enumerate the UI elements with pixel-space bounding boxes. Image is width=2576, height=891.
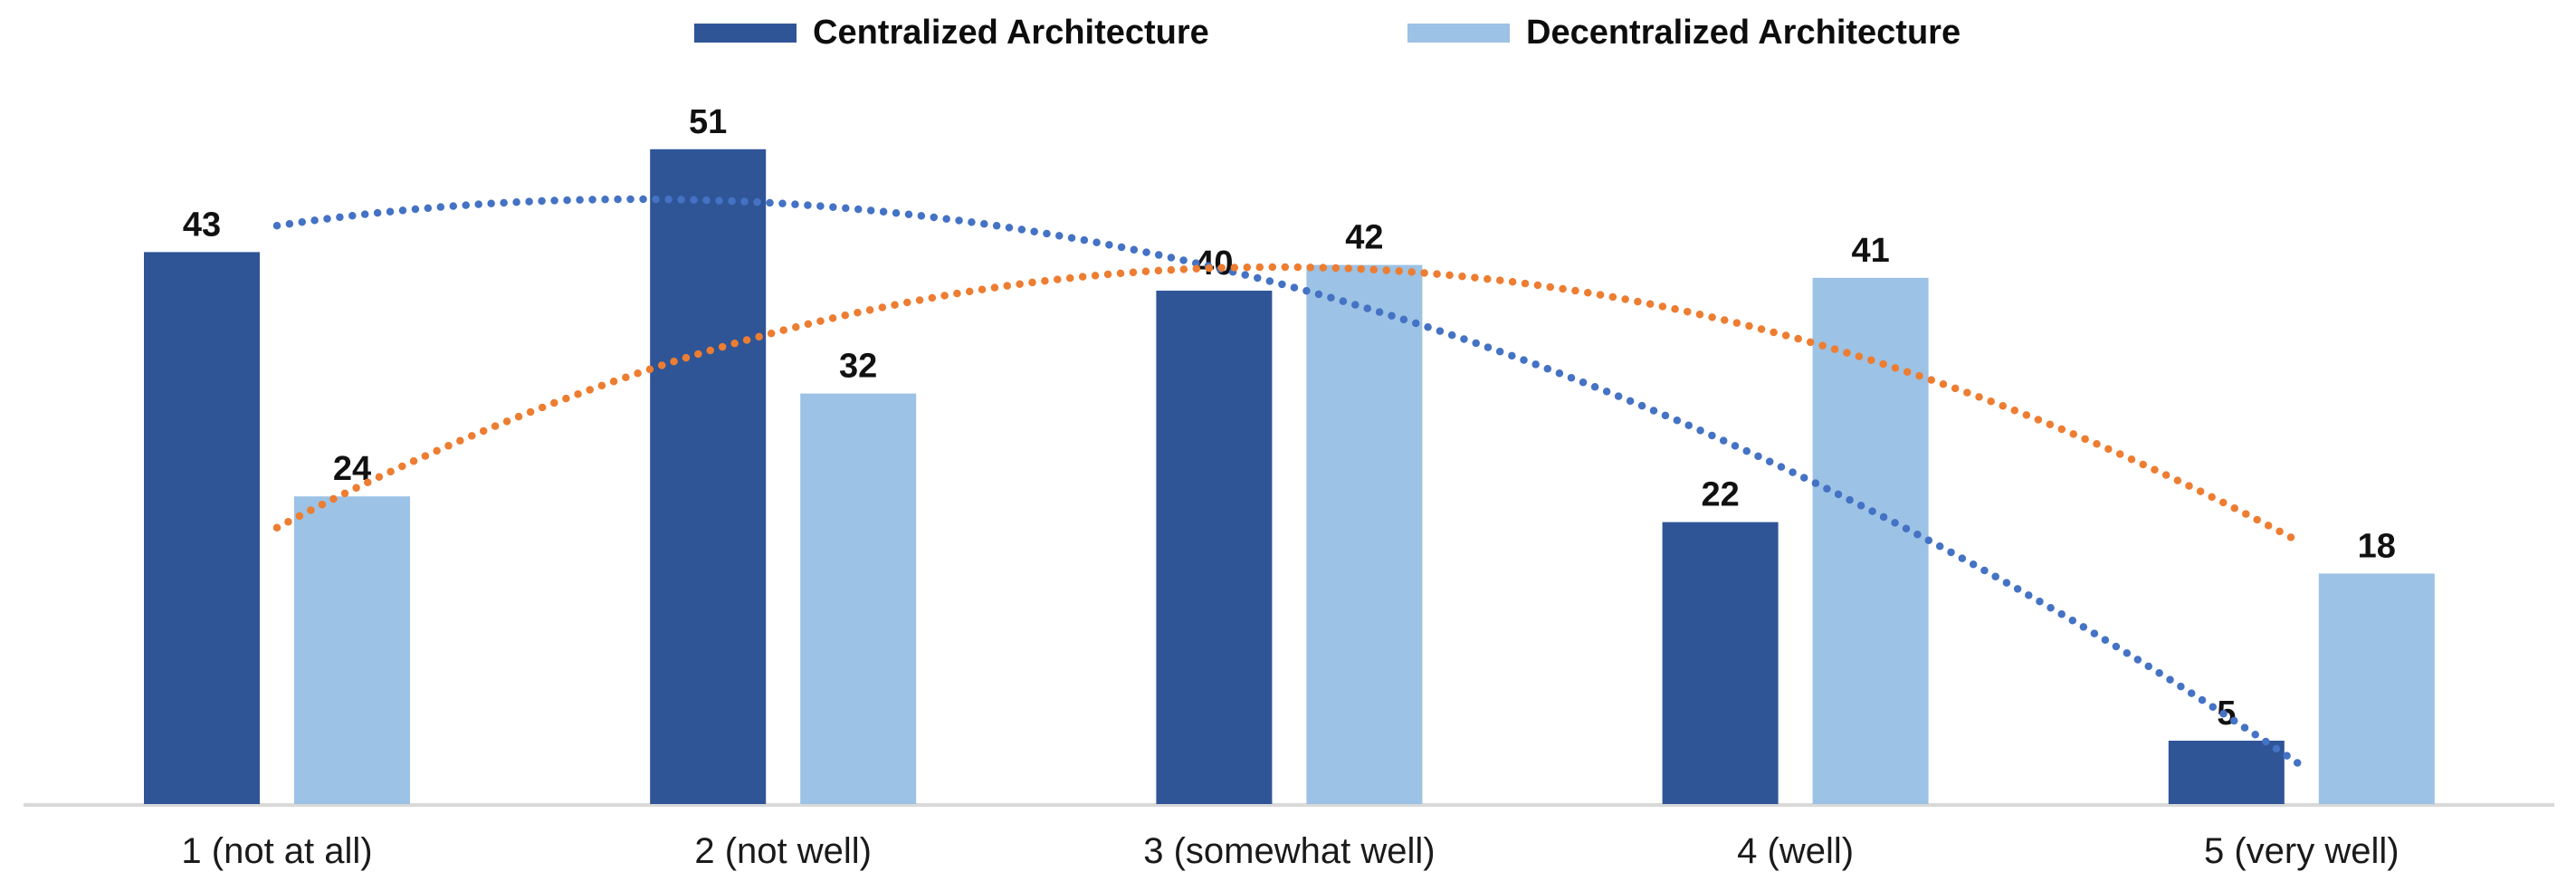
data-label-centralized-2: 51 [689,103,727,141]
x-axis-label-1: 1 (not at all) [181,831,372,871]
data-label-decentralized-5: 18 [2358,527,2396,565]
legend-swatch-decentralized [1407,23,1510,43]
chart-legend: Centralized Architecture Decentralized Ar… [0,0,2576,63]
data-label-centralized-3: 40 [1195,244,1233,283]
legend-label-decentralized: Decentralized Architecture [1526,13,1961,52]
legend-label-centralized: Centralized Architecture [813,13,1209,52]
legend-swatch-centralized [694,23,797,43]
bar-decentralized-3 [1306,264,1423,805]
bar-decentralized-1 [294,496,410,804]
x-axis-label-5: 5 (very well) [2204,831,2399,871]
x-axis-label-2: 2 (not well) [694,831,872,871]
bar-centralized-2 [650,148,767,805]
x-axis-label-3: 3 (somewhat well) [1143,831,1435,871]
bar-centralized-3 [1156,291,1273,804]
bar-decentralized-4 [1812,277,1929,804]
data-label-decentralized-3: 42 [1345,219,1383,257]
x-axis-label-4: 4 (well) [1737,831,1854,871]
legend-item-centralized: Centralized Architecture [694,13,1209,53]
bar-centralized-1 [144,252,260,804]
bar-decentralized-5 [2318,573,2435,804]
data-label-centralized-1: 43 [183,206,221,244]
trendline-centralized [272,195,2306,770]
bar-centralized-5 [2168,741,2285,804]
bar-decentralized-2 [800,393,917,804]
legend-item-decentralized: Decentralized Architecture [1407,13,1961,53]
data-label-decentralized-2: 32 [839,348,877,386]
trendline-decentralized [272,263,2306,547]
bar-centralized-4 [1662,522,1779,804]
data-label-centralized-4: 22 [1701,476,1739,514]
data-label-decentralized-4: 41 [1851,232,1889,270]
